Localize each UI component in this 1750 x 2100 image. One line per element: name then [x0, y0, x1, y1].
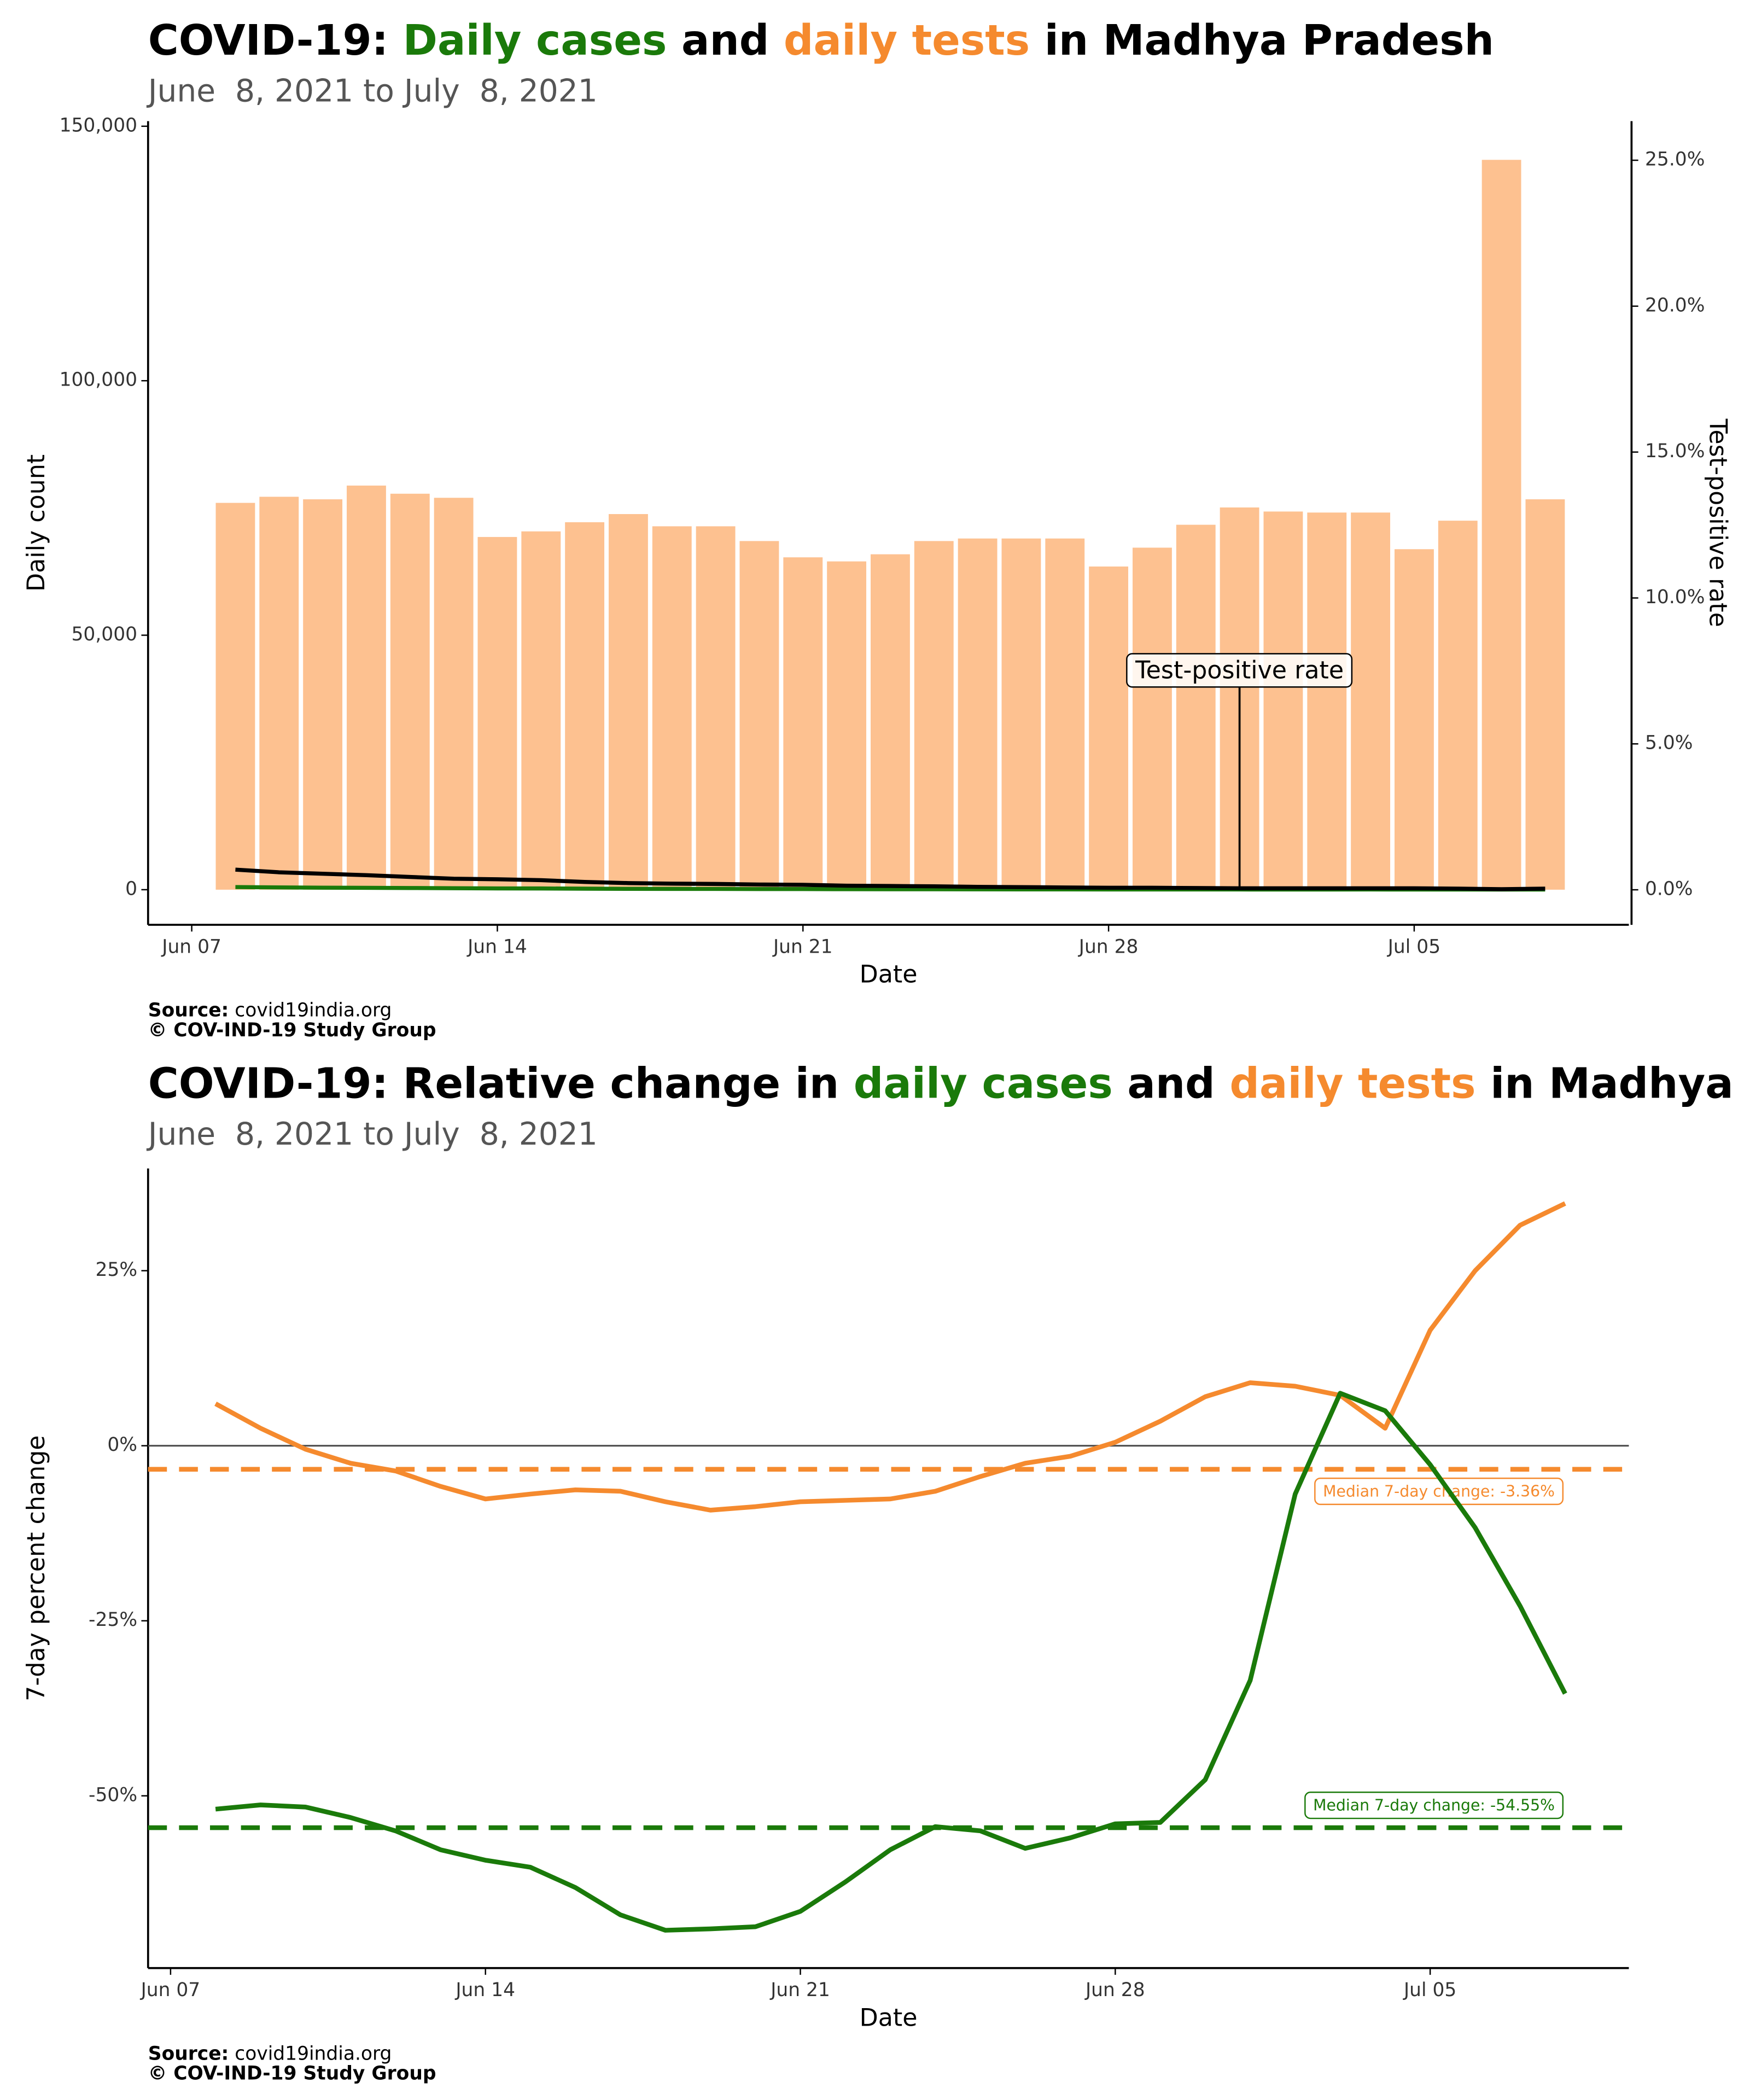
- bar: [303, 499, 343, 890]
- bar: [1351, 512, 1391, 890]
- y-tick-label: 50,000: [72, 623, 138, 645]
- x-tick-label: Jun 28: [1078, 936, 1139, 958]
- bar: [521, 531, 561, 890]
- chart-subtitle: June 8, 2021 to July 8, 2021: [147, 73, 598, 109]
- bar: [609, 514, 648, 890]
- title-part: in Madhya Pradesh: [1030, 16, 1494, 65]
- y-tick-label: 0%: [107, 1434, 137, 1456]
- title-part: COVID-19:: [148, 16, 403, 65]
- y2-axis-label: Test-positive rate: [1704, 418, 1731, 627]
- series-line: [215, 1391, 1567, 1933]
- bar: [565, 522, 605, 890]
- annotation-label: Test-positive rate: [1135, 656, 1344, 684]
- title-part: and: [1113, 1059, 1230, 1107]
- bar: [958, 538, 998, 890]
- title-part: daily tests: [1229, 1059, 1475, 1107]
- source: Source: covid19india.org: [148, 999, 392, 1021]
- title-part: COVID-19: Relative change in: [148, 1059, 854, 1107]
- bar: [1438, 521, 1478, 890]
- bar: [1481, 160, 1521, 890]
- x-tick-label: Jun 21: [769, 1979, 830, 2001]
- x-tick-label: Jul 05: [1387, 936, 1440, 958]
- y-tick-label: 150,000: [60, 114, 137, 136]
- x-tick-label: Jul 05: [1403, 1979, 1456, 2001]
- bar: [1089, 566, 1129, 890]
- y-axis-label: Daily count: [22, 454, 50, 592]
- x-tick-label: Jun 07: [161, 936, 221, 958]
- median-label: Median 7-day change: -54.55%: [1313, 1796, 1555, 1815]
- x-tick-label: Jun 14: [466, 936, 527, 958]
- bar: [783, 557, 823, 890]
- x-tick-label: Jun 14: [454, 1979, 515, 2001]
- y2-tick-label: 15.0%: [1645, 440, 1705, 462]
- source-gap: [229, 2043, 235, 2064]
- bar: [1001, 538, 1041, 890]
- source-label: Source:: [148, 999, 229, 1021]
- x-tick-label: Jun 07: [140, 1979, 201, 2001]
- bar: [259, 497, 299, 890]
- bar: [477, 536, 517, 890]
- median-label: Median 7-day change: -3.36%: [1323, 1482, 1555, 1500]
- chart-title: COVID-19: Daily cases and daily tests in…: [148, 16, 1494, 65]
- bar: [739, 541, 779, 890]
- bar: [1395, 549, 1434, 890]
- series-line: [235, 867, 1545, 891]
- chart-title: COVID-19: Relative change in daily cases…: [148, 1059, 1750, 1107]
- bar: [871, 554, 910, 890]
- bar: [1133, 547, 1172, 890]
- y-tick-label: 25%: [95, 1259, 137, 1281]
- source-label: Source:: [148, 2043, 229, 2064]
- title-part: Daily cases: [403, 16, 667, 65]
- y-tick-label: 100,000: [60, 369, 137, 391]
- y2-tick-label: 0.0%: [1645, 878, 1693, 900]
- chart-subtitle: June 8, 2021 to July 8, 2021: [147, 1116, 598, 1152]
- y2-tick-label: 25.0%: [1645, 149, 1705, 171]
- bar: [696, 526, 736, 890]
- x-tick-label: Jun 28: [1084, 1979, 1145, 2001]
- y2-tick-label: 10.0%: [1645, 586, 1705, 608]
- bar: [434, 498, 474, 890]
- credit: © COV-IND-19 Study Group: [148, 2063, 436, 2085]
- series-line: [214, 1201, 1566, 1513]
- bar: [827, 561, 867, 890]
- title-part: daily cases: [854, 1059, 1113, 1107]
- median-label-box: [1304, 1792, 1564, 1819]
- bar: [1263, 511, 1303, 890]
- bar: [215, 503, 255, 890]
- x-tick-label: Jun 21: [772, 936, 833, 958]
- title-part: daily tests: [784, 16, 1030, 65]
- bar: [914, 541, 954, 890]
- x-axis-label: Date: [860, 2004, 918, 2032]
- annotation-box: [1126, 653, 1353, 688]
- source-gap: [229, 999, 235, 1021]
- bar: [390, 493, 430, 890]
- bar: [1045, 538, 1085, 890]
- y-axis-label: 7-day percent change: [22, 1435, 50, 1701]
- title-part: and: [667, 16, 784, 65]
- bar: [1525, 499, 1565, 890]
- source-text: covid19india.org: [235, 2043, 392, 2064]
- bar: [347, 485, 386, 890]
- y2-tick-label: 5.0%: [1645, 732, 1693, 754]
- bar: [1307, 512, 1347, 890]
- x-axis-label: Date: [860, 961, 918, 989]
- bar: [1176, 524, 1216, 890]
- credit: © COV-IND-19 Study Group: [148, 1019, 436, 1041]
- y-tick-label: -25%: [89, 1609, 137, 1631]
- title-part: in Madhya Pradesh: [1476, 1059, 1750, 1107]
- source: Source: covid19india.org: [148, 2043, 392, 2064]
- y-tick-label: -50%: [89, 1784, 137, 1806]
- y2-tick-label: 20.0%: [1645, 294, 1705, 316]
- source-text: covid19india.org: [235, 999, 392, 1021]
- bar: [652, 526, 692, 890]
- y-tick-label: 0: [125, 878, 137, 900]
